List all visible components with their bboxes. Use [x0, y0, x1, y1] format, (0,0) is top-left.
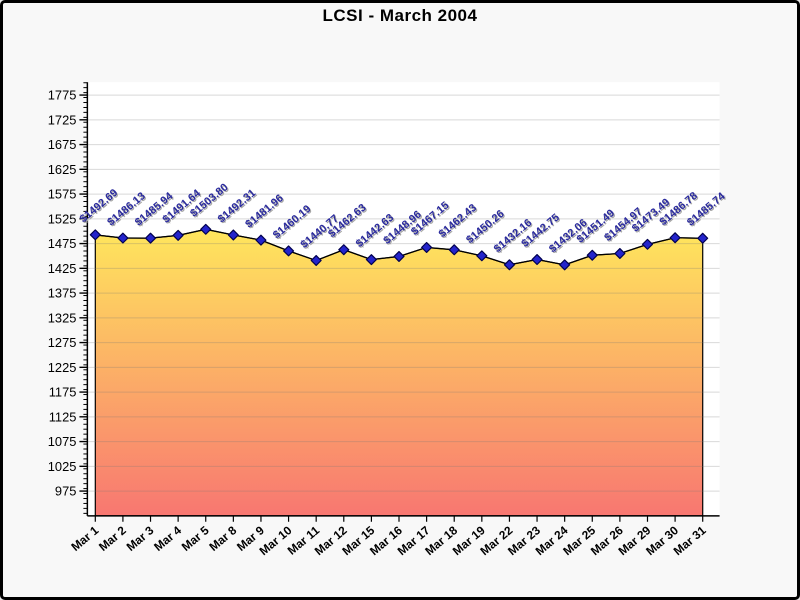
y-axis-label: 1025	[48, 459, 77, 474]
data-point-marker	[89, 229, 101, 241]
data-point-marker	[697, 232, 709, 244]
y-axis-label: 1575	[48, 187, 77, 202]
y-axis-label: 1525	[48, 211, 77, 226]
data-point-marker	[172, 229, 184, 241]
data-point-marker	[365, 254, 377, 266]
y-axis-label: 1125	[49, 409, 77, 424]
area-fill	[94, 228, 704, 517]
data-point-marker	[393, 250, 405, 263]
data-point-marker	[255, 234, 267, 246]
x-axis-label: Mar 5	[179, 523, 212, 554]
y-axis-label: 1675	[48, 137, 77, 152]
y-axis-label: 1425	[48, 261, 77, 276]
x-axis-label: Mar 8	[206, 523, 239, 554]
data-point-marker	[614, 247, 626, 260]
data-point-marker	[338, 244, 350, 256]
data-point-marker	[641, 238, 654, 250]
data-point-marker	[531, 253, 543, 266]
data-point-marker	[503, 259, 516, 271]
y-axis-label: 1075	[48, 434, 77, 449]
y-axis-label: 1625	[48, 162, 77, 177]
chart-title: LCSI - March 2004	[322, 6, 478, 25]
y-axis-label: 1725	[48, 112, 77, 127]
lcsi-area-chart: 1775 1725 1675 1625 1575 1525 1475 1425 1375 1325…	[48, 82, 729, 558]
y-axis-label: 1475	[48, 236, 77, 251]
y-axis-label: 1325	[48, 310, 77, 325]
data-point-marker	[476, 250, 488, 262]
data-point-marker	[559, 259, 571, 271]
x-axis-label: Mar 4	[151, 523, 184, 554]
y-axis-label: 1175	[49, 385, 77, 400]
x-axis-label: Mar 3	[124, 523, 157, 554]
data-point-marker	[200, 223, 212, 235]
data-point-marker	[227, 229, 239, 241]
x-axis-label: Mar 31	[671, 523, 709, 558]
y-axis-label: 1275	[48, 335, 77, 350]
data-point-marker	[310, 254, 322, 267]
data-point-marker	[586, 249, 598, 261]
x-axis-label: Mar 2	[96, 523, 129, 554]
y-axis-label: 975	[55, 484, 77, 499]
y-axis-label: 1775	[48, 88, 77, 103]
data-point-marker	[283, 245, 295, 257]
data-point-marker	[448, 244, 460, 256]
data-point-marker	[421, 241, 433, 253]
data-point-marker	[117, 232, 129, 244]
data-point-marker	[144, 232, 157, 244]
data-point-marker	[669, 232, 681, 244]
y-axis-label: 1375	[48, 286, 77, 301]
y-axis-label: 1225	[48, 360, 77, 375]
x-axis-label: Mar 1	[68, 523, 101, 554]
